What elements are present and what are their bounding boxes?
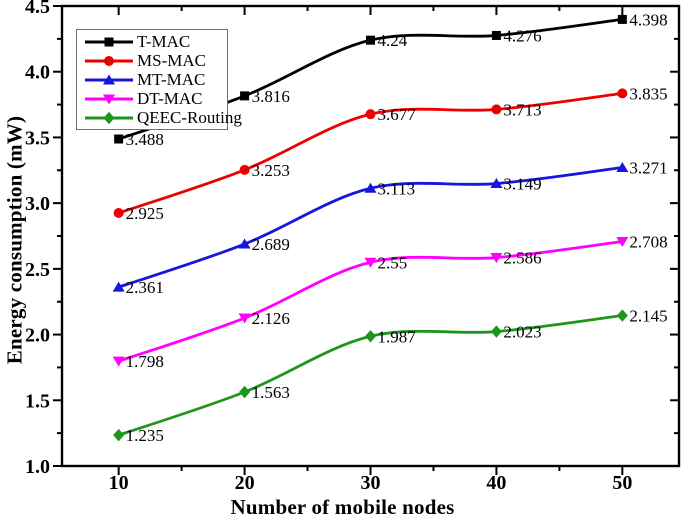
legend-label: MS-MAC (137, 51, 206, 70)
data-point-label: 3.713 (503, 100, 541, 119)
data-point-label: 1.563 (252, 383, 290, 402)
legend-item: DT-MAC (83, 90, 225, 107)
legend-marker-line (85, 55, 133, 66)
y-axis-title: Energy consumption (mW) (2, 115, 27, 365)
data-point-marker-MT-MAC (238, 238, 251, 249)
data-point-marker-QEEC-Routing (239, 385, 251, 399)
data-point-marker-MT-MAC (112, 281, 125, 292)
legend-item: MS-MAC (83, 52, 225, 69)
legend-marker-MT-MAC (103, 74, 115, 84)
data-point-marker-QEEC-Routing (490, 325, 502, 338)
data-point-label: 2.689 (252, 235, 290, 254)
data-point-label: 4.398 (629, 10, 667, 29)
y-tick-label: 4.0 (25, 62, 50, 84)
data-point-marker-DT-MAC (238, 313, 251, 324)
data-point-marker-T-MAC (366, 35, 375, 45)
data-point-label: 2.925 (126, 204, 164, 223)
legend-label: MT-MAC (137, 70, 206, 89)
data-point-label: 3.253 (252, 161, 290, 180)
y-tick-label: 2.5 (25, 259, 50, 281)
data-point-label: 3.113 (378, 179, 416, 198)
data-point-label: 2.361 (126, 278, 164, 297)
x-tick-label: 30 (361, 472, 381, 494)
data-point-label: 1.798 (126, 352, 164, 371)
data-point-marker-MT-MAC (490, 178, 503, 189)
data-point-label: 2.023 (503, 323, 541, 342)
legend-item: QEEC-Routing (83, 109, 242, 126)
data-point-label: 3.677 (378, 105, 417, 124)
data-point-marker-MS-MAC (491, 104, 502, 115)
legend: T-MAC MS-MAC MT-MAC DT-MAC QEEC-Routing (76, 29, 242, 130)
x-tick-label: 50 (612, 472, 632, 494)
data-point-label: 2.55 (378, 253, 408, 272)
legend-label: DT-MAC (137, 89, 203, 108)
data-point-label: 3.488 (126, 130, 164, 149)
data-point-label: 4.276 (503, 26, 541, 45)
data-point-marker-DT-MAC (112, 356, 125, 367)
data-point-label: 2.145 (629, 307, 667, 326)
data-point-marker-DT-MAC (616, 237, 629, 248)
legend-marker-line (85, 111, 133, 124)
data-point-marker-MS-MAC (365, 109, 376, 120)
legend-marker-DT-MAC (103, 94, 115, 104)
legend-label: QEEC-Routing (137, 108, 242, 127)
data-point-marker-MT-MAC (616, 162, 629, 173)
data-point-label: 3.835 (629, 84, 667, 103)
data-point-marker-QEEC-Routing (616, 309, 628, 322)
data-point-marker-T-MAC (240, 91, 250, 101)
data-point-label: 1.235 (126, 426, 164, 445)
y-tick-label: 4.5 (25, 0, 50, 18)
legend-marker-T-MAC (104, 37, 114, 46)
data-point-marker-T-MAC (617, 14, 627, 24)
legend-marker-QEEC-Routing (103, 111, 115, 124)
data-point-label: 3.816 (252, 87, 290, 106)
data-point-marker-MS-MAC (617, 88, 628, 99)
y-tick-label: 3.5 (25, 127, 50, 149)
x-axis-title: Number of mobile nodes (230, 495, 455, 519)
legend-marker-line (85, 94, 133, 104)
data-point-marker-MS-MAC (239, 164, 250, 175)
data-point-marker-DT-MAC (364, 257, 377, 268)
data-point-marker-QEEC-Routing (365, 330, 376, 343)
x-tick-label: 40 (486, 472, 506, 494)
data-point-label: 1.987 (378, 327, 417, 346)
legend-marker-MS-MAC (104, 55, 114, 66)
data-point-label: 3.149 (503, 175, 541, 194)
x-tick-label: 20 (235, 472, 255, 494)
y-tick-label: 3.0 (25, 193, 50, 215)
legend-marker-line (85, 74, 133, 84)
data-point-marker-MT-MAC (364, 182, 377, 193)
data-point-label: 2.708 (629, 233, 667, 252)
data-point-marker-T-MAC (114, 134, 124, 144)
legend-marker-line (85, 37, 133, 46)
data-point-label: 3.271 (629, 159, 667, 178)
data-point-label: 4.24 (378, 31, 408, 50)
legend-item: MT-MAC (83, 71, 225, 88)
data-point-label: 2.126 (252, 309, 290, 328)
data-point-label: 2.586 (503, 249, 541, 268)
data-point-marker-QEEC-Routing (113, 428, 125, 442)
y-tick-label: 1.0 (25, 456, 50, 478)
data-point-marker-DT-MAC (490, 253, 503, 264)
data-point-marker-MS-MAC (113, 208, 124, 218)
legend-item: T-MAC (83, 33, 225, 50)
y-tick-label: 2.0 (25, 325, 50, 347)
y-tick-label: 1.5 (25, 390, 50, 412)
x-tick-label: 10 (109, 472, 129, 494)
data-point-marker-T-MAC (491, 30, 501, 40)
legend-label: T-MAC (137, 32, 191, 51)
